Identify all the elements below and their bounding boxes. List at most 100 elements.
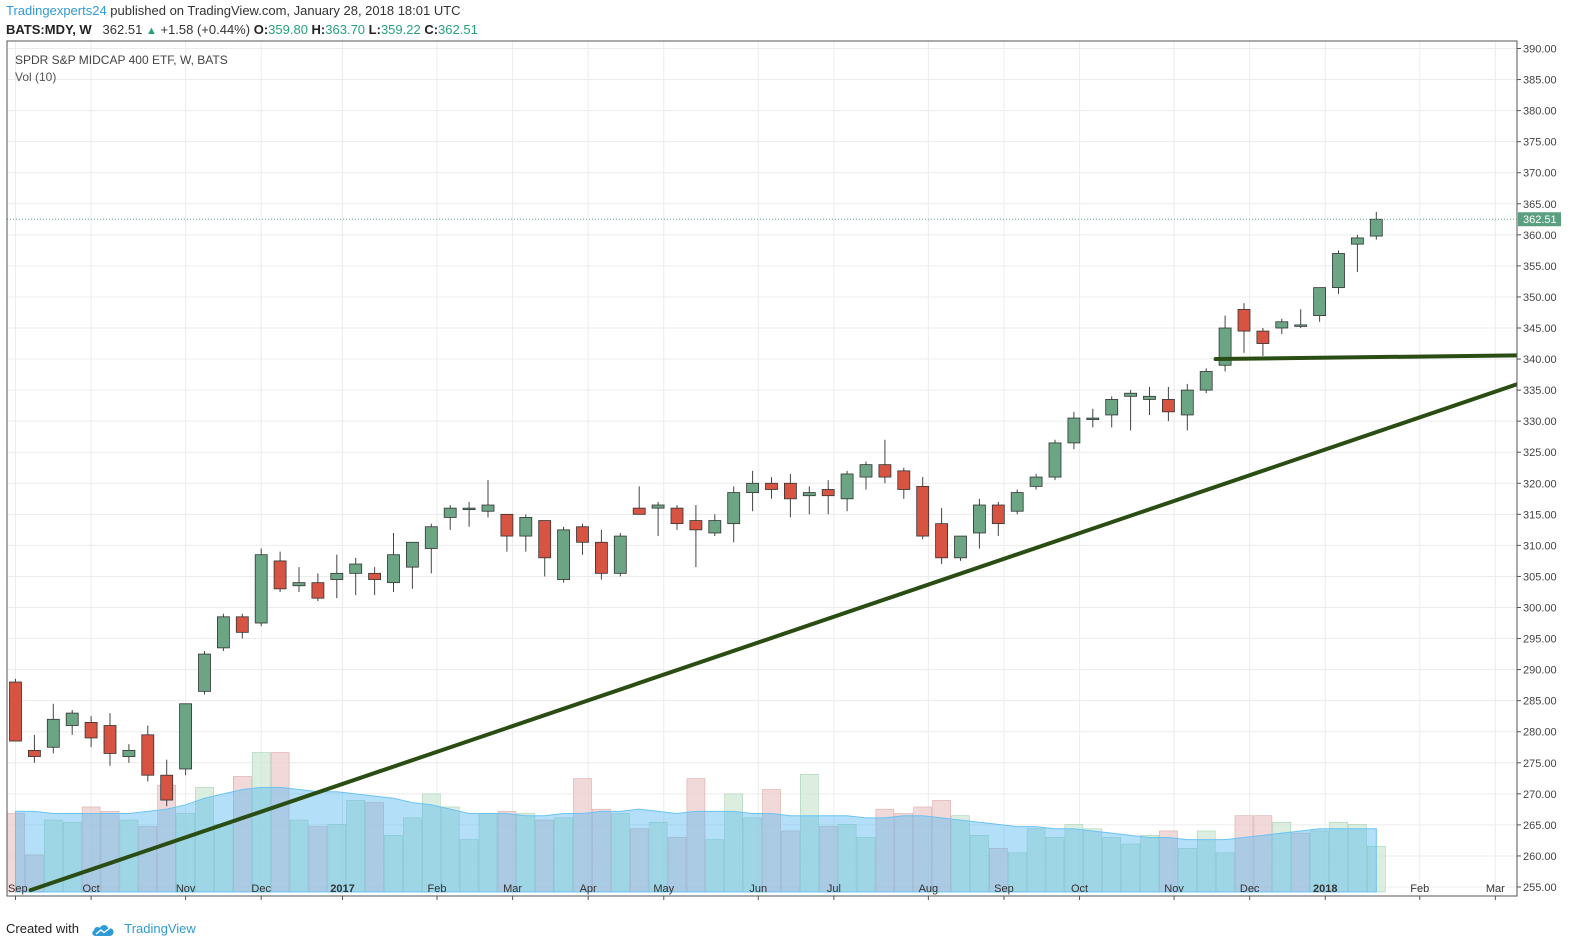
candle-body bbox=[216, 616, 230, 649]
candle-body bbox=[235, 616, 249, 633]
candle-body bbox=[1067, 417, 1081, 444]
candle bbox=[443, 505, 457, 530]
x-tick-label: Aug bbox=[919, 883, 939, 895]
candle bbox=[1086, 408, 1100, 428]
candle-body bbox=[727, 492, 741, 525]
tradingview-cloud-icon bbox=[91, 924, 114, 936]
candle bbox=[292, 567, 306, 592]
candle bbox=[27, 734, 41, 763]
candle-body bbox=[405, 541, 419, 568]
candle-body bbox=[46, 718, 60, 748]
candle bbox=[897, 467, 911, 499]
candle-body bbox=[84, 722, 98, 739]
candle bbox=[784, 473, 797, 518]
author-link[interactable]: Tradingexperts24 bbox=[6, 3, 107, 18]
candle bbox=[878, 439, 892, 484]
volume-ma-area bbox=[15, 786, 1377, 893]
x-tick-label: May bbox=[653, 883, 674, 895]
x-tick-label: 2018 bbox=[1313, 883, 1337, 895]
candle-body bbox=[991, 504, 1005, 525]
last-price: 362.51 bbox=[102, 22, 143, 37]
candle bbox=[160, 759, 174, 807]
candle bbox=[273, 551, 287, 592]
candle bbox=[424, 523, 438, 574]
candle-body bbox=[916, 485, 930, 537]
y-tick-label: 380.00 bbox=[1523, 106, 1557, 118]
y-tick-label: 355.00 bbox=[1523, 261, 1557, 273]
candle bbox=[198, 650, 211, 695]
candle-body bbox=[141, 734, 155, 776]
y-tick-label: 300.00 bbox=[1523, 603, 1557, 615]
x-tick-label: Dec bbox=[1240, 883, 1260, 895]
y-tick-label: 260.00 bbox=[1523, 851, 1557, 863]
candle-body bbox=[1369, 218, 1383, 237]
x-tick-label: Nov bbox=[1164, 883, 1184, 895]
candle bbox=[1294, 309, 1308, 328]
candle bbox=[916, 477, 930, 540]
x-tick-label: Nov bbox=[176, 883, 196, 895]
y-tick-label: 325.00 bbox=[1523, 447, 1557, 459]
candle bbox=[954, 535, 967, 561]
ohlc-line: BATS:MDY, W 362.51 ▲ +1.58 (+0.44%) O:35… bbox=[6, 22, 478, 37]
candle-body bbox=[254, 554, 268, 624]
y-tick-label: 275.00 bbox=[1523, 758, 1557, 770]
x-tick-label: Feb bbox=[427, 883, 446, 895]
x-tick-label: Mar bbox=[1486, 883, 1505, 895]
candle-body bbox=[1143, 395, 1156, 400]
candle bbox=[254, 548, 268, 627]
y-tick-label: 310.00 bbox=[1523, 540, 1557, 552]
candle-body bbox=[1180, 389, 1194, 416]
candle bbox=[1143, 387, 1156, 415]
candle bbox=[632, 486, 646, 515]
candle bbox=[935, 508, 948, 565]
y-tick-label: 350.00 bbox=[1523, 292, 1557, 304]
candle bbox=[1180, 383, 1194, 431]
candle-body bbox=[179, 703, 193, 770]
candle-body bbox=[708, 520, 722, 534]
y-tick-label: 375.00 bbox=[1523, 137, 1557, 149]
candle bbox=[651, 501, 665, 537]
low-label: L: bbox=[368, 22, 381, 37]
candle bbox=[1199, 368, 1213, 394]
y-tick-label: 290.00 bbox=[1523, 665, 1557, 677]
candle bbox=[179, 703, 193, 776]
grid-lines bbox=[7, 41, 1517, 896]
plot-frame bbox=[6, 40, 1518, 897]
candle bbox=[670, 505, 684, 530]
candle-body bbox=[670, 507, 684, 525]
candle bbox=[349, 557, 363, 596]
candle bbox=[727, 486, 741, 543]
candle-body bbox=[1105, 399, 1119, 416]
candle-body bbox=[387, 554, 400, 584]
y-tick-label: 335.00 bbox=[1523, 385, 1557, 397]
candle-body bbox=[27, 749, 41, 757]
candle bbox=[103, 713, 117, 766]
low-value: 359.22 bbox=[380, 22, 421, 37]
candle-body bbox=[273, 560, 287, 590]
trendline bbox=[1213, 353, 1521, 362]
candle-body bbox=[1256, 330, 1270, 344]
candle-body bbox=[973, 504, 986, 534]
candle bbox=[500, 513, 514, 552]
candle-body bbox=[746, 482, 759, 493]
candle bbox=[1313, 287, 1326, 322]
candle-body bbox=[1275, 321, 1289, 329]
y-tick-label: 370.00 bbox=[1523, 168, 1557, 180]
candle-body bbox=[368, 572, 382, 580]
tradingview-link[interactable]: TradingView bbox=[124, 921, 196, 936]
y-tick-label: 255.00 bbox=[1523, 882, 1557, 894]
candle-body bbox=[954, 535, 967, 559]
candle-body bbox=[1199, 371, 1213, 391]
candle-body bbox=[481, 504, 495, 512]
candle bbox=[557, 526, 570, 583]
candle-body bbox=[878, 464, 892, 478]
y-tick-label: 390.00 bbox=[1523, 44, 1557, 56]
candle-body bbox=[292, 582, 306, 587]
x-tick-label: Sep bbox=[994, 883, 1014, 895]
trendline bbox=[28, 381, 1521, 893]
last-price-badge bbox=[1518, 212, 1561, 227]
candle bbox=[311, 573, 325, 602]
candle bbox=[519, 514, 533, 552]
published-text: published on TradingView.com, January 28… bbox=[106, 3, 461, 18]
